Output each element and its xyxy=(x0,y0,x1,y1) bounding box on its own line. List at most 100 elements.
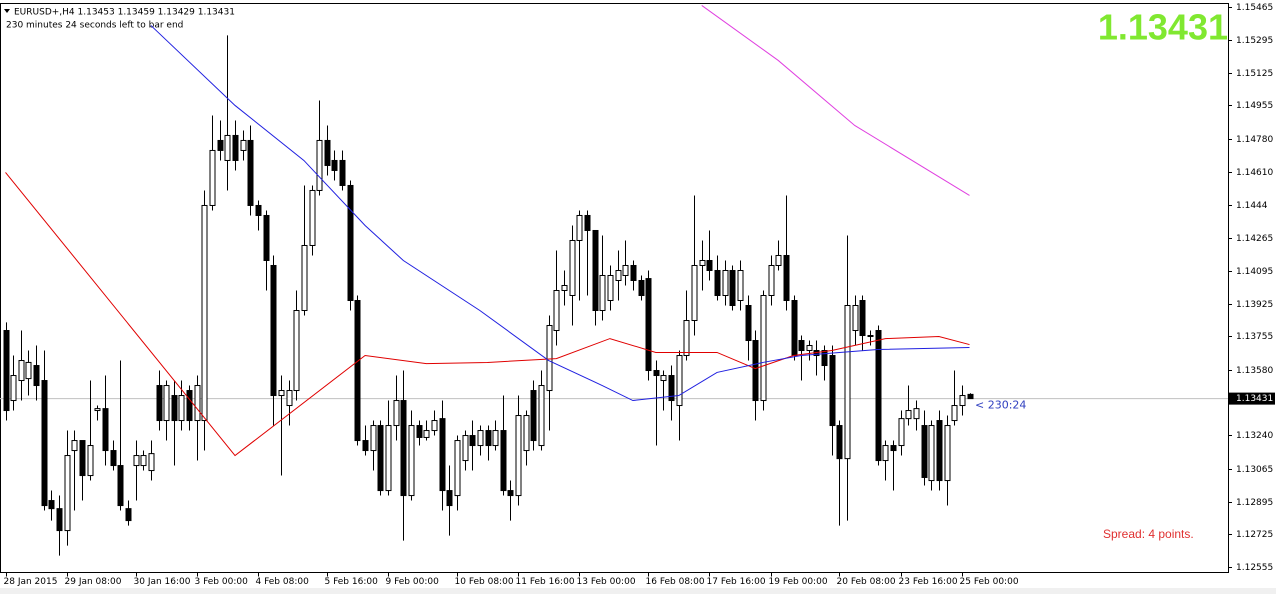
candle-body xyxy=(615,269,622,281)
candle-body xyxy=(944,425,951,482)
candle-body xyxy=(729,269,736,307)
candle-body xyxy=(936,420,943,482)
candle-body xyxy=(607,274,614,302)
moving-average xyxy=(150,25,970,402)
candle-body xyxy=(339,159,346,186)
candle-body xyxy=(638,279,645,297)
candle-body xyxy=(439,418,446,492)
candle-body xyxy=(622,264,629,276)
candle-body xyxy=(408,425,415,497)
x-tick-label: 13 Feb 00:00 xyxy=(577,577,636,587)
candle-body xyxy=(140,455,147,467)
candle-body xyxy=(546,325,553,392)
candle-body xyxy=(148,453,155,472)
candle-body xyxy=(186,390,193,422)
candle-body xyxy=(569,239,576,297)
y-tick-label: 1.14780 xyxy=(1236,135,1273,145)
candle-body xyxy=(309,189,316,246)
candle-body xyxy=(385,425,392,492)
spread-label: Spread: 4 points. xyxy=(1103,527,1194,541)
y-tick-label: 1.12555 xyxy=(1236,563,1273,573)
candle-body xyxy=(79,440,86,477)
y-tick-label: 1.14610 xyxy=(1236,168,1273,178)
candle-body xyxy=(25,361,32,380)
candle-body xyxy=(959,395,966,407)
candle-body xyxy=(821,350,828,367)
y-tick-label: 1.13755 xyxy=(1236,332,1273,342)
candle-body xyxy=(10,375,17,402)
x-tick-label: 28 Jan 2015 xyxy=(4,577,58,587)
candle-body xyxy=(324,139,331,166)
y-tick-label: 1.15295 xyxy=(1236,36,1273,46)
plot-frame xyxy=(0,3,1229,573)
x-tick-label: 19 Feb 00:00 xyxy=(769,577,828,587)
moving-average xyxy=(5,172,970,457)
candle-body xyxy=(87,445,94,477)
candle-body xyxy=(485,430,492,447)
candle-body xyxy=(829,355,836,427)
candle-body xyxy=(798,340,805,352)
candle-body xyxy=(584,214,591,231)
candle-body xyxy=(64,455,71,532)
candle-body xyxy=(806,345,813,352)
candle-body xyxy=(852,305,859,332)
candle-body xyxy=(722,269,729,297)
candle-body xyxy=(500,430,507,492)
candle-body xyxy=(660,375,667,382)
candle-body xyxy=(71,440,78,452)
candle-body xyxy=(783,254,790,302)
candle-body xyxy=(836,425,843,460)
candle-body xyxy=(859,300,866,337)
y-tick-label: 1.14955 xyxy=(1236,101,1273,111)
x-tick-label: 20 Feb 08:00 xyxy=(837,577,896,587)
candle-body xyxy=(247,139,254,206)
candle-body xyxy=(400,400,407,497)
x-tick-label: 25 Feb 00:00 xyxy=(960,577,1019,587)
candle-body xyxy=(875,330,882,462)
x-tick-label: 30 Jan 16:00 xyxy=(134,577,191,587)
candle-body xyxy=(377,425,384,492)
candle-body xyxy=(194,385,201,422)
menu-triangle[interactable] xyxy=(4,9,10,13)
candle-body xyxy=(3,330,10,412)
x-tick-label: 11 Feb 16:00 xyxy=(516,577,575,587)
candle-body xyxy=(217,139,224,151)
candle-body xyxy=(209,149,216,206)
candle-body xyxy=(538,385,545,447)
candle-body xyxy=(110,450,117,467)
y-tick-label: 1.13925 xyxy=(1236,300,1273,310)
candle-body xyxy=(668,375,675,402)
x-tick-label: 16 Feb 08:00 xyxy=(646,577,705,587)
candle-body xyxy=(775,254,782,266)
y-tick-label: 1.13580 xyxy=(1236,366,1273,376)
candle-body xyxy=(737,269,744,302)
candle-body xyxy=(561,284,568,292)
candle-body xyxy=(48,500,55,510)
candle-body xyxy=(163,385,170,422)
candle-body xyxy=(117,465,124,507)
candle-body xyxy=(354,300,361,442)
y-tick-label: 1.13065 xyxy=(1236,465,1273,475)
candle-body xyxy=(224,134,231,161)
y-tick-label: 1.12725 xyxy=(1236,530,1273,540)
candle-body xyxy=(699,259,706,266)
bar-countdown: < 230:24 xyxy=(975,399,1026,412)
candle-body xyxy=(867,335,874,338)
candle-body xyxy=(477,430,484,447)
candle-body xyxy=(94,408,101,412)
candle-body xyxy=(316,139,323,191)
candle-body xyxy=(890,445,897,452)
candle-body xyxy=(41,380,48,507)
candle-body xyxy=(102,408,109,452)
candle-body xyxy=(507,490,514,497)
bar-timer-text: 230 minutes 24 seconds left to bar end xyxy=(6,21,183,31)
candle-body xyxy=(270,264,277,397)
candle-body xyxy=(882,445,889,462)
candle-body xyxy=(362,440,369,452)
candle-body xyxy=(676,355,683,407)
candle-body xyxy=(683,320,690,357)
candle-body xyxy=(331,159,338,171)
candle-body xyxy=(18,360,25,382)
